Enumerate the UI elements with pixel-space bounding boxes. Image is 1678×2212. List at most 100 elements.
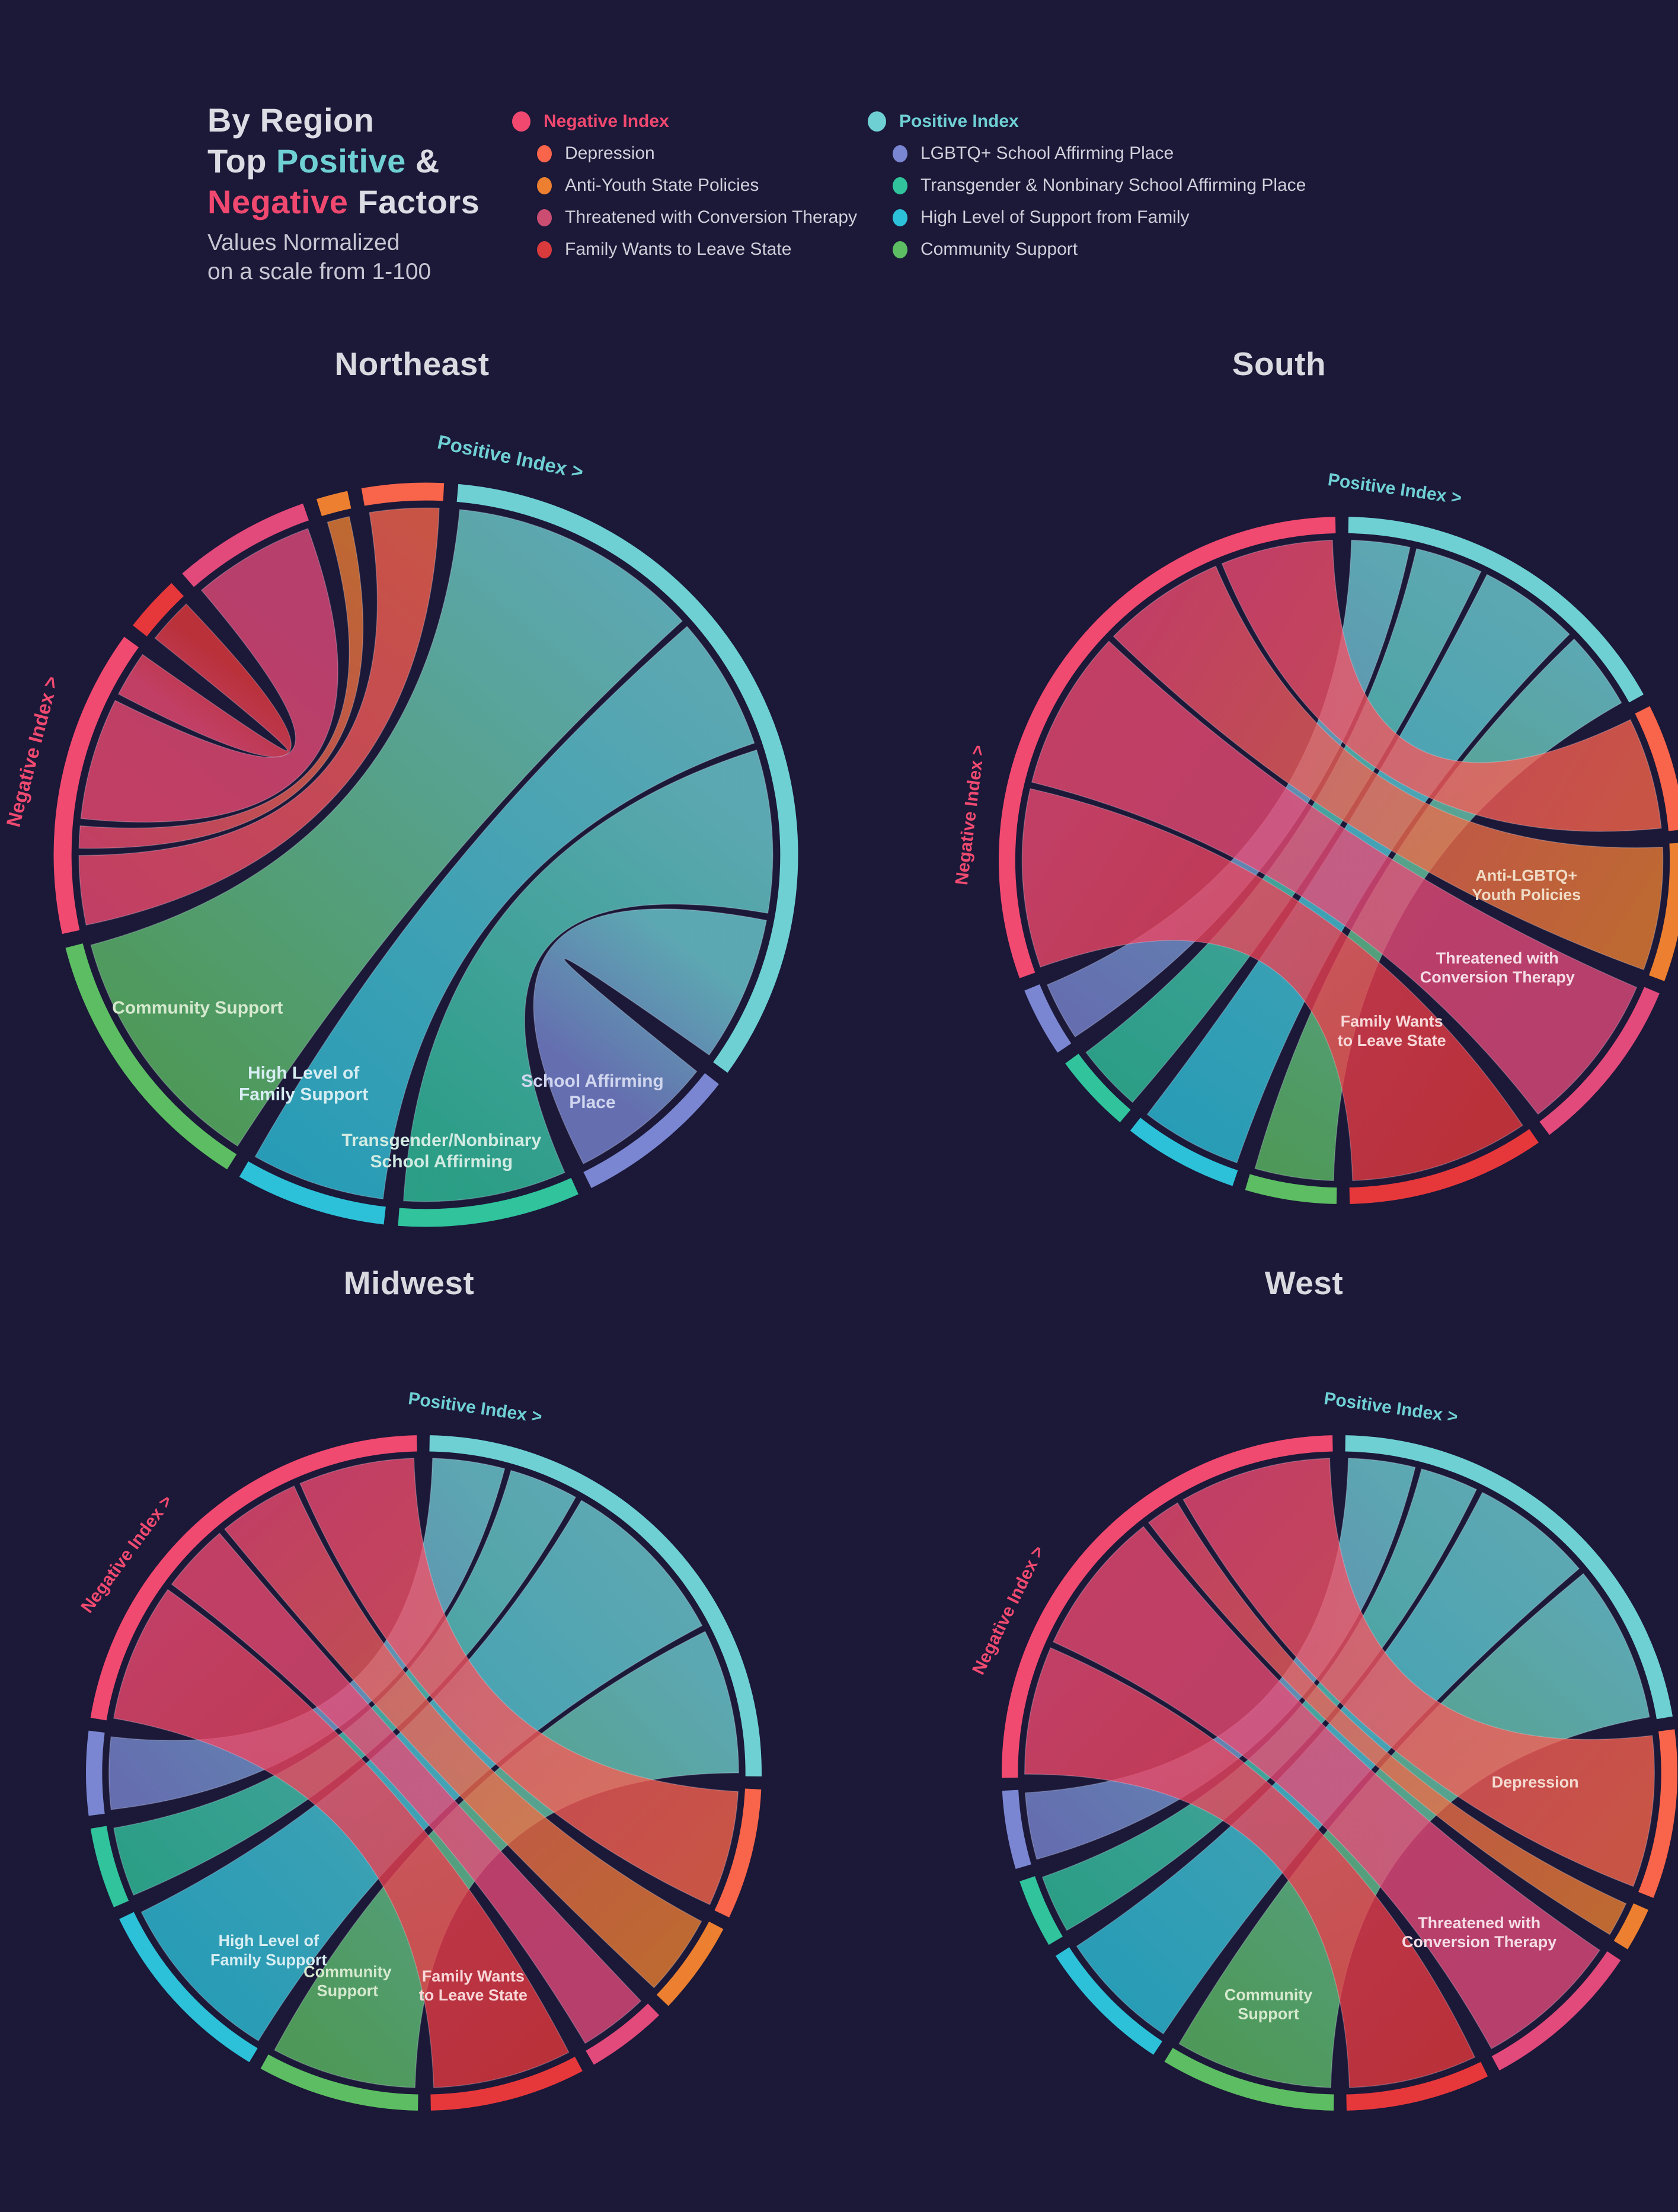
legend-label: Depression (565, 143, 655, 163)
ribbon-family-leave-state (113, 1589, 570, 2088)
arc-conversion-therapy (586, 2003, 660, 2065)
legend-item-conversion-therapy: Threatened with Conversion Therapy (512, 201, 857, 233)
chord-diagram-south: Anti-LGBTQ+ Youth Policies Threatened with… (952, 470, 1678, 1204)
arc-family-support (239, 1161, 386, 1224)
chord-label-family-support: High Level of Family Support (238, 1063, 367, 1104)
ribbon-conversion-therapy (171, 1532, 642, 2044)
arc-community-support (1245, 1174, 1337, 1204)
arc-lgbtq-school-affirming (1024, 984, 1072, 1053)
subtitle: Values Normalized on a scale from 1-100 (207, 230, 432, 284)
ribbon-trans-nonbinary-school (402, 749, 774, 1202)
ribbon-family-support (254, 625, 755, 1199)
arc-conversion-therapy (1539, 987, 1660, 1135)
region-title-northeast: Northeast (334, 345, 490, 382)
chord-label-conversion-therapy: Threatened with Conversion Therapy (1420, 949, 1575, 986)
legend-item-anti-youth-policies: Anti-Youth State Policies (512, 169, 857, 201)
legend-positive-column: Positive Index LGBTQ+ School Affirming P… (868, 105, 1306, 265)
legend-item-family-support: High Level of Support from Family (868, 201, 1306, 233)
arc-family-leave-state (1346, 2061, 1488, 2111)
arc-anti-youth-policies (316, 491, 351, 516)
ribbon-conversion-therapy (80, 527, 338, 822)
arc-conversion-therapy (181, 503, 309, 587)
chord-label-family-leave-state: Family Wants to Leave State (1338, 1013, 1446, 1049)
arc-trans-nonbinary-school (1065, 1054, 1131, 1123)
conversion-therapy-swatch-icon (537, 209, 552, 226)
arc-negative-index (53, 636, 139, 934)
arc-trans-nonbinary-school (397, 1177, 578, 1227)
ribbon-anti-youth-policies (1148, 1502, 1627, 1935)
legend-label: High Level of Support from Family (920, 207, 1190, 227)
lgbtq-school-swatch-icon (893, 145, 907, 162)
arc-depression (714, 1788, 762, 1918)
chord-label-family-leave-state: Family Wants to Leave State (419, 1967, 528, 2004)
report-title-block: By Region Top Positive & Negative Factor… (207, 100, 480, 286)
region-title-south: South (1232, 345, 1327, 382)
legend-label: Anti-Youth State Policies (565, 175, 759, 195)
ribbon-conversion-therapy (1031, 641, 1638, 1115)
arc-lgbtq-school-affirming (583, 1073, 719, 1188)
axis-label-positive-index: Positive Index > (435, 430, 585, 482)
chord-label-trans-nonbinary-school: Transgender/Nonbinary School Affirming (341, 1131, 541, 1171)
legend-label: Family Wants to Leave State (565, 239, 792, 259)
arc-anti-youth-policies (656, 1921, 724, 2006)
arc-depression (361, 482, 444, 506)
arc-community-support (260, 2054, 418, 2111)
chord-label-community-support: Community Support (303, 1963, 392, 1999)
arc-trans-nonbinary-school (1019, 1876, 1063, 1945)
chord-label-conversion-therapy: Threatened with Conversion Therapy (1402, 1914, 1556, 1951)
negative-index-swatch-icon (512, 111, 530, 132)
legend-label: Threatened with Conversion Therapy (565, 207, 858, 227)
legend-negative-column: Negative Index Depression Anti-Youth Sta… (512, 105, 857, 265)
arc-conversion-therapy (1491, 1951, 1621, 2071)
arc-positive-index (1345, 1435, 1673, 1720)
axis-label-positive-index: Positive Index > (407, 1389, 544, 1427)
anti-youth-swatch-icon (537, 177, 552, 194)
legend-item-lgbtq-school-affirming: LGBTQ+ School Affirming Place (868, 137, 1306, 169)
chord-label-community-support: Community Support (1225, 1986, 1313, 2022)
legend-item-trans-nonbinary-school: Transgender & Nonbinary School Affirming… (868, 169, 1306, 201)
trans-nonbinary-swatch-icon (893, 177, 907, 194)
legend-label: LGBTQ+ School Affirming Place (920, 143, 1174, 163)
legend-negative-header: Negative Index (512, 105, 857, 137)
chord-label-family-support: High Level of Family Support (210, 1932, 327, 1968)
arc-trans-nonbinary-school (90, 1826, 129, 1907)
region-title-midwest: Midwest (343, 1265, 475, 1301)
legend-item-community-support: Community Support (868, 233, 1306, 265)
title-line-2: Top Positive & (207, 142, 440, 180)
ribbon-anti-youth-policies (1113, 565, 1664, 971)
arc-lgbtq-school-affirming (85, 1730, 105, 1816)
arc-family-support (119, 1912, 258, 2063)
axis-label-positive-index: Positive Index > (1327, 470, 1463, 508)
chord-diagram-west: Depression Threatened with Conversion Ther… (969, 1389, 1677, 2111)
title-line-3: Negative Factors (207, 183, 480, 220)
community-support-swatch-icon (893, 241, 907, 258)
arc-family-support (1130, 1118, 1238, 1186)
arc-family-leave-state (430, 2057, 583, 2111)
ribbon-depression (78, 507, 440, 926)
ribbon-depression (299, 1458, 739, 1906)
ribbon-depression (1182, 1458, 1655, 1887)
arc-anti-youth-policies (1613, 1903, 1649, 1949)
ribbon-lgbtq-school-affirming (532, 908, 767, 1164)
arc-depression (1638, 1729, 1677, 1899)
legend-label: Positive Index (899, 111, 1019, 131)
chord-label-anti-youth-policies: Anti-LGBTQ+ Youth Policies (1472, 867, 1581, 904)
depression-swatch-icon (537, 145, 552, 162)
legend-label: Negative Index (544, 111, 669, 131)
ribbon-anti-youth-policies (223, 1485, 702, 1989)
chord-diagram-northeast: Community Support High Level of Family Sup… (2, 430, 798, 1227)
ribbon-depression (1221, 539, 1662, 832)
family-leave-swatch-icon (537, 241, 552, 258)
title-positive-highlight: Positive (276, 142, 406, 180)
arc-lgbtq-school-affirming (1002, 1790, 1031, 1870)
legend-positive-header: Positive Index (868, 105, 1306, 137)
arc-family-support (1055, 1947, 1162, 2055)
legend-label: Transgender & Nonbinary School Affirming… (920, 175, 1306, 195)
chord-label-community-support: Community Support (112, 998, 283, 1017)
arc-family-leave-state (132, 582, 184, 636)
legend-label: Community Support (920, 239, 1078, 259)
arc-negative-index (90, 1435, 417, 1721)
arc-community-support (1164, 2047, 1334, 2111)
arc-positive-index (456, 484, 798, 1073)
